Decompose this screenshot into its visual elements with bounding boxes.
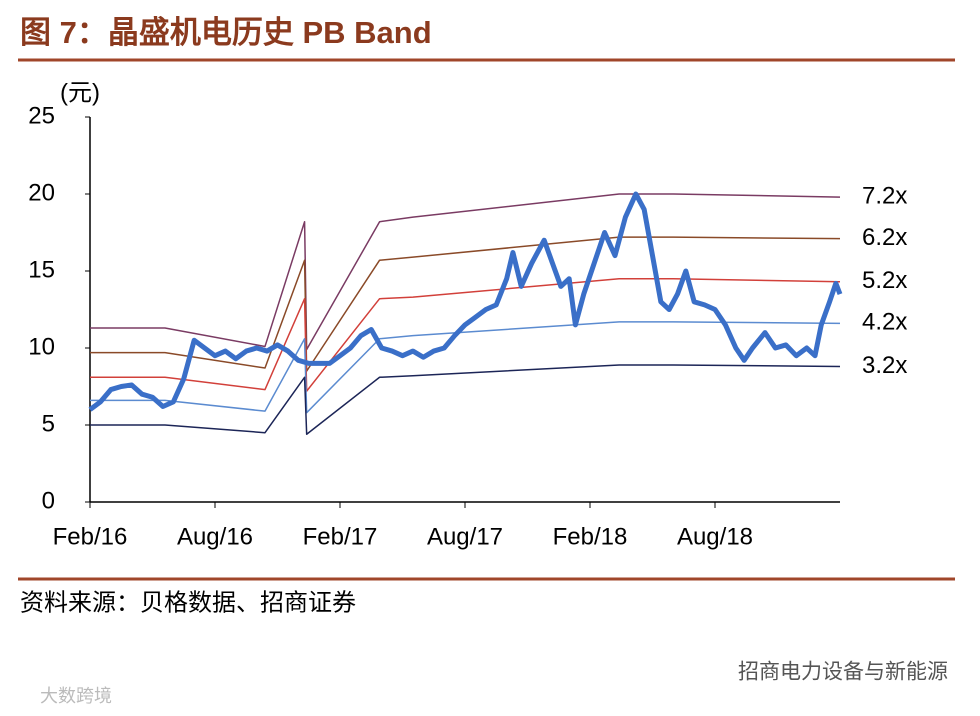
- x-tick-label: Feb/18: [553, 523, 628, 550]
- y-tick-label: 15: [28, 256, 55, 283]
- series-line: [90, 193, 841, 351]
- x-tick-label: Feb/16: [53, 523, 128, 550]
- y-tick-label: 0: [42, 487, 55, 514]
- series-label: 6.2x: [862, 224, 907, 251]
- series-line: [90, 277, 841, 392]
- y-tick-label: 25: [28, 102, 55, 129]
- x-tick-label: Feb/17: [303, 523, 378, 550]
- series-line: [88, 191, 843, 412]
- series-label: 4.2x: [862, 309, 907, 336]
- series-line: [90, 364, 841, 435]
- x-tick-label: Aug/16: [177, 523, 253, 550]
- series-line: [90, 321, 841, 414]
- series-label: 3.2x: [862, 352, 907, 379]
- series-label: 5.2x: [862, 267, 907, 294]
- y-tick-label: 10: [28, 333, 55, 360]
- series-label: 7.2x: [862, 182, 907, 209]
- chart-title: 图 7：晶盛机电历史 PB Band: [20, 15, 432, 50]
- y-tick-label: 20: [28, 179, 55, 206]
- source: 资料来源：贝格数据、招商证券: [20, 589, 356, 616]
- y-unit: (元): [60, 79, 100, 106]
- y-tick-label: 5: [42, 410, 55, 437]
- watermark: 大数跨境: [40, 686, 112, 706]
- watermark: 招商电力设备与新能源: [738, 661, 948, 684]
- x-tick-label: Aug/18: [677, 523, 753, 550]
- x-tick-label: Aug/17: [427, 523, 503, 550]
- series-line: [90, 236, 841, 372]
